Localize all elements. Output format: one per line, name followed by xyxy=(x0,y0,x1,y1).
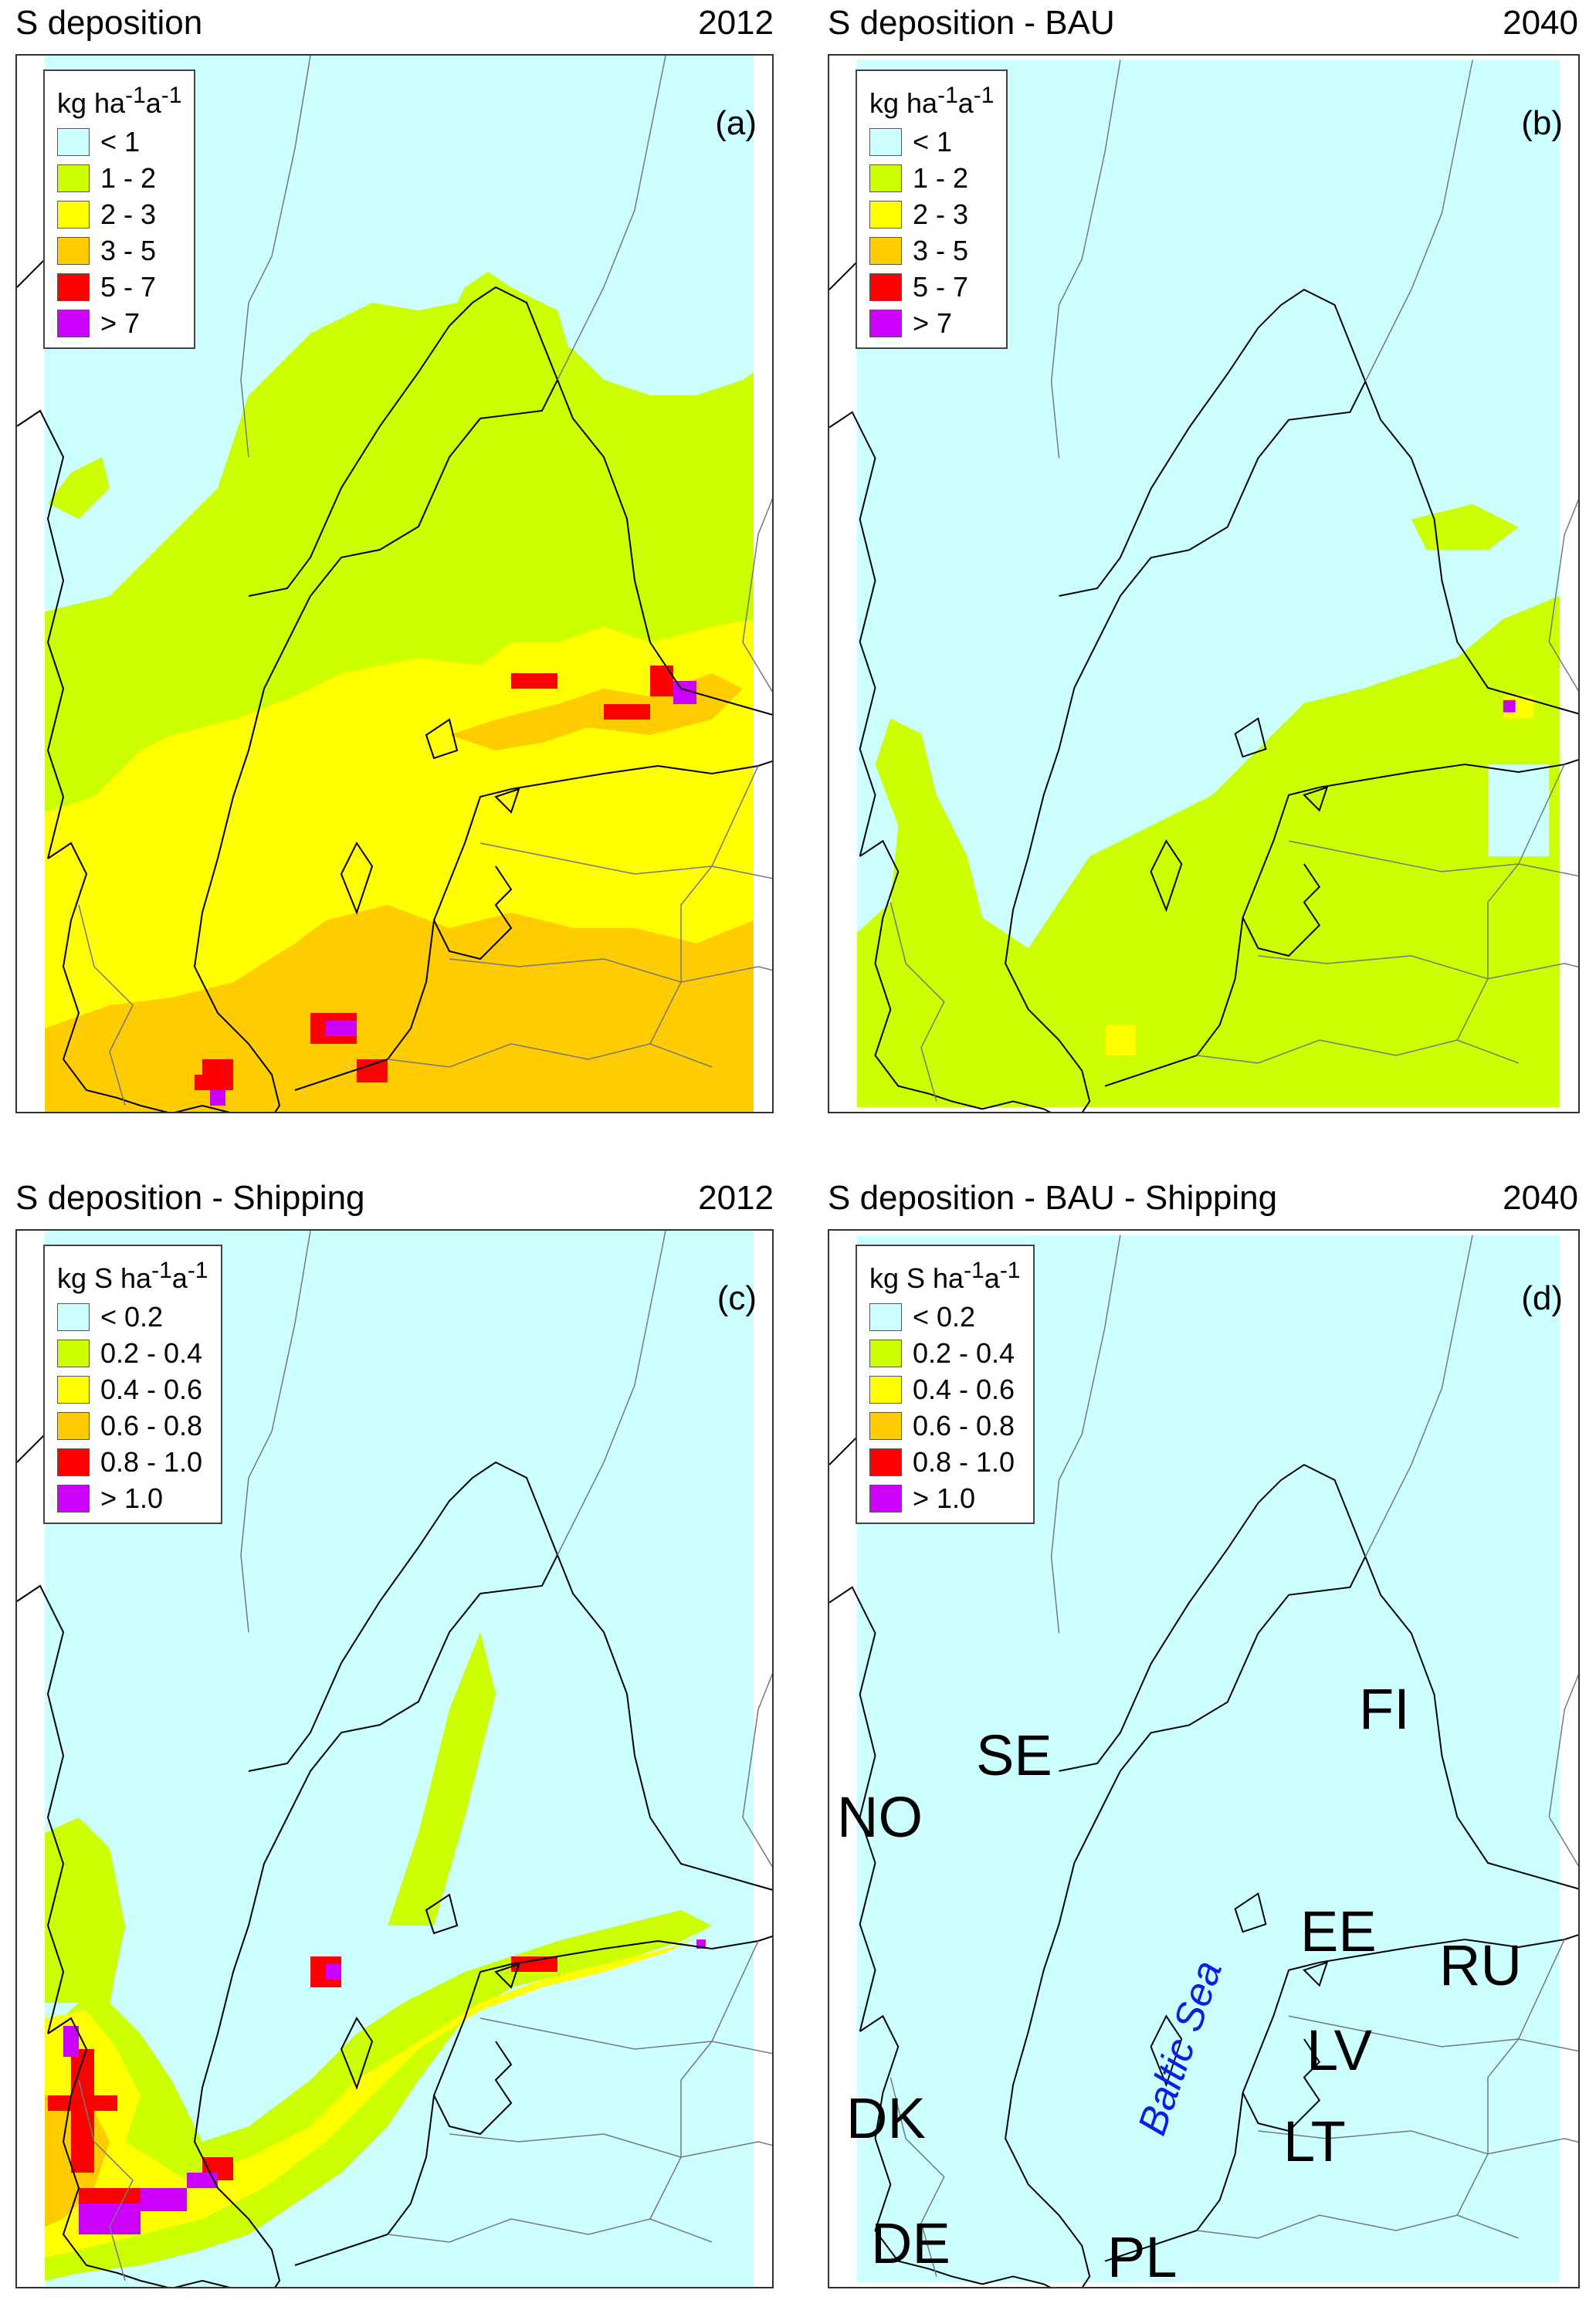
panel-year: 2012 xyxy=(698,4,774,42)
legend-item: 3 - 5 xyxy=(57,232,181,269)
panel-label: (b) xyxy=(1521,104,1563,142)
legend-unit: kg S ha-1a-1 xyxy=(57,1258,208,1294)
panel-c: S deposition - Shipping 2012 xyxy=(15,1175,789,2288)
country-label-se: SE xyxy=(976,1723,1052,1787)
deposition-zone-gt1.0 xyxy=(63,1939,706,2234)
deposition-zone-gt7 xyxy=(210,681,696,1106)
country-label-no: NO xyxy=(837,1785,923,1849)
panel-year: 2040 xyxy=(1503,1179,1578,1217)
country-label-pl: PL xyxy=(1107,2225,1178,2288)
legend-unit: kg S ha-1a-1 xyxy=(869,1258,1021,1294)
legend-item: > 1.0 xyxy=(57,1480,208,1516)
legend: kg S ha-1a-1 < 0.2 0.2 - 0.4 0.4 - 0.6 0… xyxy=(856,1245,1035,1524)
panel-title: S deposition - BAU xyxy=(828,4,1115,42)
legend-unit: kg ha-1a-1 xyxy=(869,83,995,119)
country-label-lt: LT xyxy=(1283,2109,1346,2173)
panel-b: S deposition - BAU 2040 kg ha-1a-1 < 1 1… xyxy=(828,0,1596,1113)
legend-item: 3 - 5 xyxy=(869,232,994,269)
legend-item: > 7 xyxy=(57,305,181,341)
legend-item: 0.8 - 1.0 xyxy=(869,1444,1021,1480)
panel-label: (a) xyxy=(715,104,757,142)
legend-item: < 0.2 xyxy=(57,1299,208,1335)
legend-item: 5 - 7 xyxy=(57,269,181,305)
legend-item: 1 - 2 xyxy=(57,160,181,196)
panel-title: S deposition - Shipping xyxy=(15,1179,365,1217)
country-label-ee: EE xyxy=(1300,1899,1377,1963)
panel-year: 2012 xyxy=(698,1179,774,1217)
country-label-ru: RU xyxy=(1439,1933,1522,1997)
legend-item: 0.8 - 1.0 xyxy=(57,1444,208,1480)
country-label-lv: LV xyxy=(1306,2018,1373,2082)
legend-item: 0.4 - 0.6 xyxy=(57,1371,208,1407)
legend-item: 0.6 - 0.8 xyxy=(57,1407,208,1444)
legend-item: < 0.2 xyxy=(869,1299,1021,1335)
legend-item: 2 - 3 xyxy=(57,196,181,232)
country-label-fi: FI xyxy=(1359,1677,1410,1741)
legend-item: < 1 xyxy=(57,124,181,160)
panel-d: S deposition - BAU - Shipping 2040 kg S … xyxy=(828,1175,1596,2288)
legend-item: 2 - 3 xyxy=(869,196,994,232)
panel-year: 2040 xyxy=(1503,4,1578,42)
country-label-dk: DK xyxy=(846,2086,926,2150)
map-frame: kg ha-1a-1 < 1 1 - 2 2 - 3 3 - 5 5 - 7 >… xyxy=(828,54,1580,1113)
panel-title: S deposition - BAU - Shipping xyxy=(828,1179,1278,1217)
map-frame: kg ha-1a-1 < 1 1 - 2 2 - 3 3 - 5 5 - 7 >… xyxy=(15,54,774,1113)
legend-item: 1 - 2 xyxy=(869,160,994,196)
map-frame: kg S ha-1a-1 < 0.2 0.2 - 0.4 0.4 - 0.6 0… xyxy=(15,1229,774,2288)
map-frame: kg S ha-1a-1 < 0.2 0.2 - 0.4 0.4 - 0.6 0… xyxy=(828,1229,1580,2288)
legend-item: > 1.0 xyxy=(869,1480,1021,1516)
legend-item: 0.2 - 0.4 xyxy=(57,1335,208,1371)
map-panel-a xyxy=(17,56,772,1112)
panel-a: S deposition 2012 xyxy=(15,0,789,1113)
panel-label: (c) xyxy=(717,1279,757,1317)
deposition-zone-0.8-1.0 xyxy=(48,1956,557,2211)
map-panel-c xyxy=(17,1231,772,2287)
panel-title: S deposition xyxy=(15,4,203,42)
panel-label: (d) xyxy=(1521,1279,1563,1317)
legend-item: 5 - 7 xyxy=(869,269,994,305)
legend-item: > 7 xyxy=(869,305,994,341)
country-label-de: DE xyxy=(871,2211,950,2275)
legend: kg ha-1a-1 < 1 1 - 2 2 - 3 3 - 5 5 - 7 >… xyxy=(43,69,196,349)
legend-item: 0.4 - 0.6 xyxy=(869,1371,1021,1407)
legend-item: 0.6 - 0.8 xyxy=(869,1407,1021,1444)
legend: kg S ha-1a-1 < 0.2 0.2 - 0.4 0.4 - 0.6 0… xyxy=(43,1245,222,1524)
legend: kg ha-1a-1 < 1 1 - 2 2 - 3 3 - 5 5 - 7 >… xyxy=(856,69,1008,349)
legend-unit: kg ha-1a-1 xyxy=(57,83,182,119)
legend-item: < 1 xyxy=(869,124,994,160)
deposition-zone-5-7 xyxy=(195,666,673,1090)
legend-item: 0.2 - 0.4 xyxy=(869,1335,1021,1371)
